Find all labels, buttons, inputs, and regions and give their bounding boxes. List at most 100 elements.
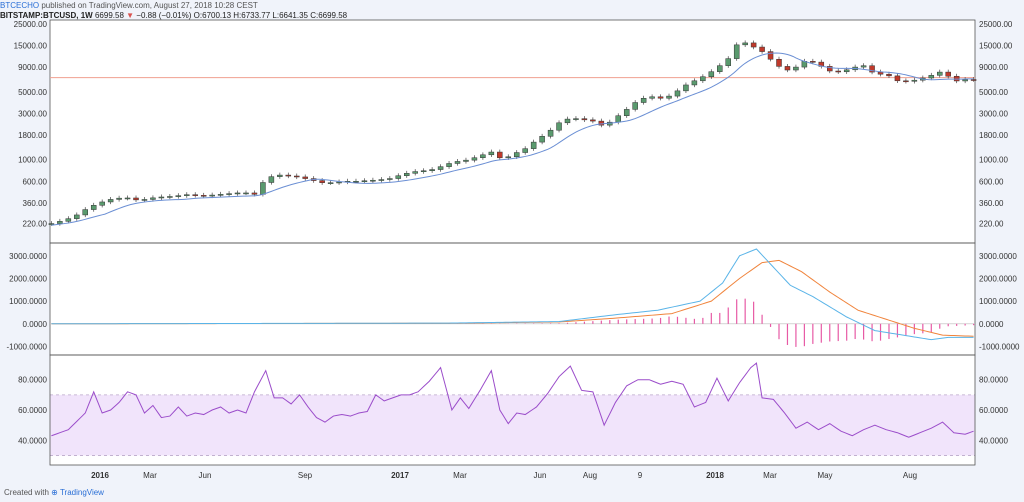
candle [674, 90, 681, 97]
x-axis-tick: Jun [534, 471, 547, 480]
candle [649, 96, 655, 99]
candle [192, 194, 198, 196]
price-tick-left: 15000.00 [14, 42, 48, 51]
macd-line [51, 248, 974, 341]
rsi-tick-left: 60.0000 [18, 406, 47, 415]
candle [835, 70, 841, 73]
candle [945, 71, 951, 77]
x-axis-tick: May [817, 471, 832, 480]
publisher-link[interactable]: BTCECHO [0, 1, 40, 10]
candle [74, 214, 80, 219]
price-tick-right: 9000.00 [979, 63, 1008, 72]
macd-tick-right: 1000.0000 [979, 297, 1017, 306]
price-tick-left: 25000.00 [14, 20, 48, 29]
candle [556, 122, 562, 131]
candle [463, 159, 469, 162]
x-axis-tick: Aug [903, 471, 917, 480]
candle [598, 120, 605, 126]
candle [573, 118, 579, 120]
candle [860, 65, 867, 68]
candle [877, 71, 884, 75]
candle [911, 79, 918, 82]
candle [886, 73, 892, 77]
candle [539, 136, 545, 143]
candle [277, 174, 283, 177]
candle [175, 195, 182, 197]
candle [454, 161, 461, 164]
candle [353, 181, 359, 183]
candle [361, 180, 368, 182]
x-axis-tick: Mar [763, 471, 777, 480]
candles [48, 40, 977, 226]
price-tick-right: 600.00 [979, 177, 1004, 186]
candle [784, 66, 791, 71]
tradingview-link[interactable]: TradingView [59, 488, 104, 497]
candle [488, 151, 495, 156]
candle [759, 46, 765, 52]
candle [133, 197, 139, 201]
candle [615, 115, 622, 123]
candle [141, 199, 148, 201]
price-tick-right: 360.00 [979, 199, 1004, 208]
candle [268, 176, 275, 183]
candle [294, 175, 300, 178]
macd-tick-left: 3000.0000 [9, 252, 47, 261]
symbol-info: BITSTAMP:BTCUSD, 1W 6699.58 ▼ −0.88 (−0.… [0, 11, 347, 20]
candle [953, 75, 960, 82]
candle [395, 175, 402, 179]
candle [319, 180, 325, 183]
candle [420, 170, 427, 172]
candle [894, 75, 901, 82]
macd-tick-left: -1000.0000 [7, 342, 48, 351]
x-axis-tick: 2016 [91, 471, 109, 480]
candle [65, 218, 72, 222]
rsi-band [50, 394, 975, 456]
candle [90, 205, 97, 210]
candle [928, 75, 935, 79]
candle [497, 151, 503, 159]
macd-tick-left: 0.0000 [23, 320, 48, 329]
price-tick-left: 9000.00 [18, 63, 47, 72]
candle [793, 66, 799, 71]
footer: Created with ⊕ TradingView [4, 488, 104, 497]
candle [234, 192, 241, 195]
rsi-tick-left: 80.0000 [18, 376, 47, 385]
last-price: 6699.58 [94, 11, 124, 20]
candle [480, 154, 486, 158]
candle [717, 65, 723, 72]
rsi-tick-right: 40.0000 [979, 436, 1008, 445]
price-tick-left: 3000.00 [18, 109, 47, 118]
candle [99, 201, 105, 206]
candle [733, 44, 740, 59]
price-tick-right: 5000.00 [979, 88, 1008, 97]
tradingview-logo-icon: ⊕ [51, 488, 58, 497]
candle [742, 42, 748, 46]
price-tick-left: 360.00 [23, 199, 48, 208]
candle [657, 96, 664, 99]
price-tick-right: 3000.00 [979, 109, 1008, 118]
x-axis-tick: Mar [143, 471, 157, 480]
candle [810, 61, 816, 63]
candle [302, 176, 308, 179]
candle [750, 42, 757, 48]
candle [581, 118, 588, 121]
macd-tick-right: 3000.0000 [979, 252, 1017, 261]
candle [57, 221, 63, 224]
x-axis-tick: Aug [583, 471, 597, 480]
x-axis-tick: 2018 [706, 471, 724, 480]
candle [505, 156, 512, 159]
macd-tick-left: 1000.0000 [9, 297, 47, 306]
macd-tick-right: 2000.0000 [979, 274, 1017, 283]
candle [623, 109, 630, 116]
candle [446, 163, 452, 167]
candle [167, 196, 173, 198]
x-axis-tick: Mar [453, 471, 467, 480]
candle [437, 166, 444, 170]
candle [513, 152, 520, 158]
rsi-tick-right: 80.0000 [979, 376, 1008, 385]
rsi-tick-left: 40.0000 [18, 436, 47, 445]
published-text: published on TradingView.com, August 27,… [41, 1, 258, 10]
candle [243, 192, 249, 195]
candle [403, 173, 410, 176]
